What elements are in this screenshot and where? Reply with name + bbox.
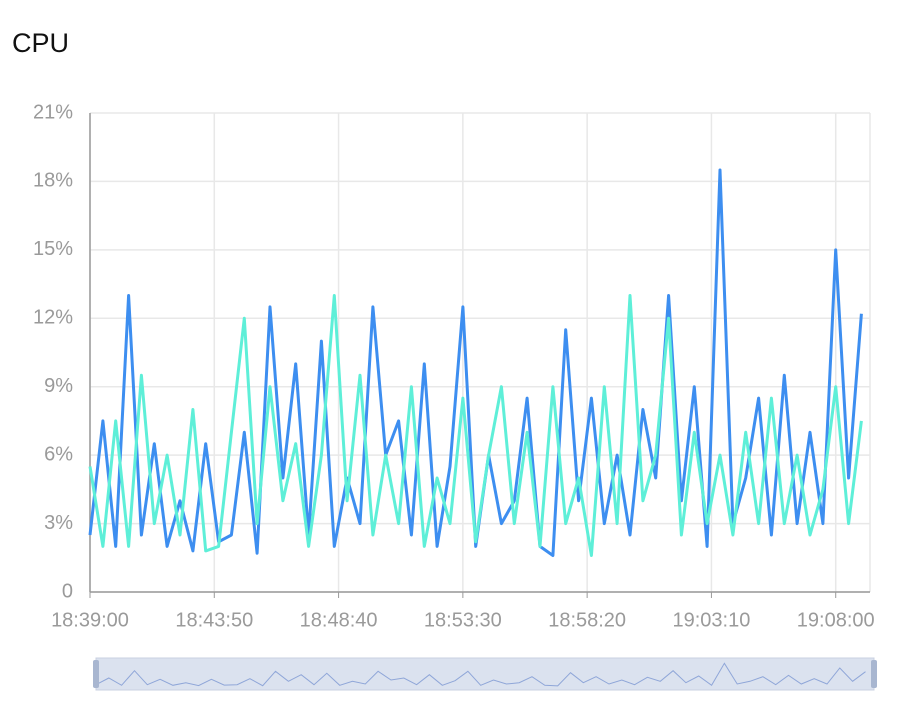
x-tick-label: 18:43:50	[175, 609, 253, 631]
zoom-slider	[95, 657, 875, 691]
y-tick-label: 15%	[33, 238, 73, 260]
y-tick-label: 9%	[44, 375, 73, 397]
series-line	[88, 168, 863, 557]
y-tick-label: 12%	[33, 307, 73, 329]
series-line	[88, 294, 863, 557]
zoom-overview-line	[95, 662, 866, 687]
x-tick-label: 19:08:00	[797, 609, 875, 631]
x-tick-label: 19:03:10	[672, 609, 750, 631]
zoom-handle[interactable]	[871, 660, 877, 688]
y-tick-label: 6%	[44, 443, 73, 465]
zoom-handle[interactable]	[93, 660, 99, 688]
y-tick-label: 0	[62, 580, 73, 602]
x-tick-label: 18:58:20	[548, 609, 626, 631]
y-tick-label: 3%	[44, 512, 73, 534]
x-tick-label: 18:53:30	[424, 609, 502, 631]
y-tick-label: 18%	[33, 170, 73, 192]
chart-title: CPU	[12, 28, 69, 58]
x-tick-label: 18:48:40	[300, 609, 378, 631]
x-tick-label: 18:39:00	[51, 609, 129, 631]
y-tick-label: 21%	[33, 101, 73, 123]
